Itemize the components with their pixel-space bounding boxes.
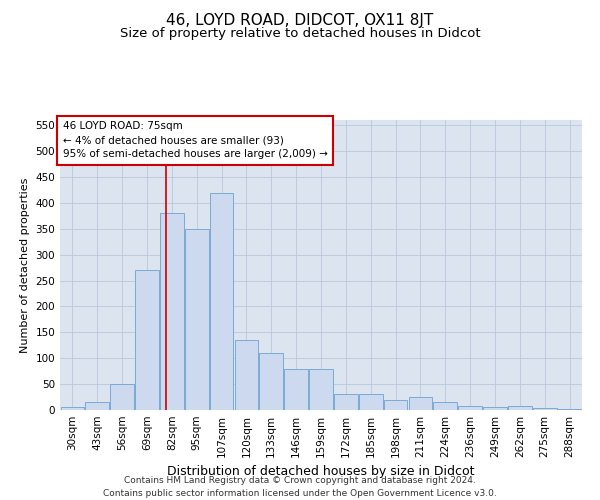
Bar: [409, 397, 432, 410]
X-axis label: Distribution of detached houses by size in Didcot: Distribution of detached houses by size …: [167, 466, 475, 478]
Bar: [135, 270, 159, 410]
Bar: [483, 408, 507, 410]
Bar: [210, 192, 233, 410]
Text: Size of property relative to detached houses in Didcot: Size of property relative to detached ho…: [119, 28, 481, 40]
Bar: [259, 353, 283, 410]
Bar: [533, 408, 557, 410]
Bar: [110, 384, 134, 410]
Bar: [384, 400, 407, 410]
Text: 46 LOYD ROAD: 75sqm
← 4% of detached houses are smaller (93)
95% of semi-detache: 46 LOYD ROAD: 75sqm ← 4% of detached hou…: [62, 122, 328, 160]
Bar: [458, 406, 482, 410]
Bar: [160, 213, 184, 410]
Bar: [235, 340, 258, 410]
Text: Contains HM Land Registry data © Crown copyright and database right 2024.
Contai: Contains HM Land Registry data © Crown c…: [103, 476, 497, 498]
Y-axis label: Number of detached properties: Number of detached properties: [20, 178, 30, 352]
Bar: [309, 368, 333, 410]
Bar: [334, 394, 358, 410]
Text: 46, LOYD ROAD, DIDCOT, OX11 8JT: 46, LOYD ROAD, DIDCOT, OX11 8JT: [166, 12, 434, 28]
Bar: [61, 408, 84, 410]
Bar: [185, 229, 209, 410]
Bar: [85, 402, 109, 410]
Bar: [284, 368, 308, 410]
Bar: [508, 406, 532, 410]
Bar: [359, 394, 383, 410]
Bar: [558, 409, 581, 410]
Bar: [433, 402, 457, 410]
